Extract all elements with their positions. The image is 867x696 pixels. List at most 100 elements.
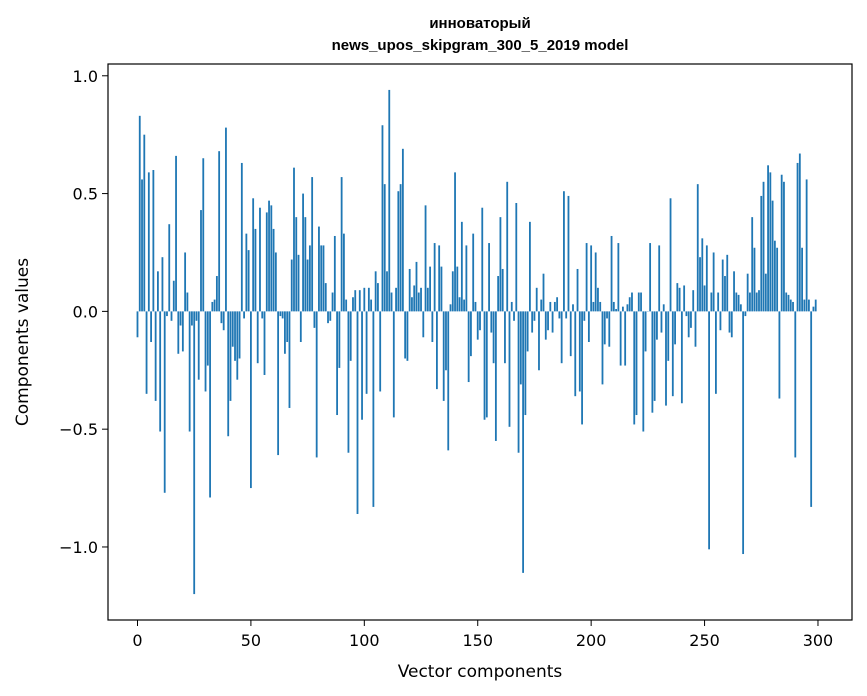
bar [179,311,182,326]
bar [758,290,760,312]
bar [354,290,357,312]
bar [172,280,175,312]
bar [678,287,681,312]
bar [333,235,336,312]
bar [585,243,588,312]
bar [268,200,270,312]
bar [191,311,193,326]
x-axis: 0 50 100 150 200 250 300 [132,620,833,650]
bar [608,311,611,347]
bar [308,245,311,312]
bar [644,311,647,352]
bar [399,184,402,312]
bar [739,304,742,312]
chart-title-line-1: инноваторый [429,15,530,32]
bar [261,311,264,319]
bar [256,311,259,364]
bar [408,268,411,312]
bar [372,311,375,507]
bar [792,301,794,312]
bar [352,297,354,312]
bar [159,311,162,432]
bar [401,148,404,312]
bar [771,200,774,312]
bar [671,311,674,397]
bar [703,285,706,312]
bar [145,311,148,394]
bar [801,247,803,312]
bar [424,205,427,312]
bar [699,257,701,312]
bar [404,311,407,359]
bar [490,311,493,333]
bar [737,294,740,312]
bar [247,250,250,312]
bar [764,273,767,312]
bar [787,294,790,312]
bar [563,191,565,312]
bar [265,212,268,312]
x-tick-label: 50 [241,631,261,650]
bar [715,311,717,394]
bar [436,311,438,390]
bar [587,311,590,342]
bar [259,207,261,312]
bar [322,245,325,312]
bar [379,311,382,392]
bar [220,311,223,324]
bar [726,254,729,312]
bar [517,311,520,453]
bar [363,287,366,312]
bar [701,238,704,312]
bar [751,217,754,312]
bar [483,311,486,420]
bar [690,311,692,328]
y-tick-label: 0.0 [73,302,98,321]
bar [465,245,468,312]
bar [597,287,599,312]
bar [504,311,506,364]
bar [320,245,323,312]
bar [522,311,524,573]
bar [640,292,642,312]
bar [612,301,615,312]
bar [225,127,227,312]
bar [624,311,627,366]
bar [485,311,488,418]
bar [184,252,187,312]
bar [343,233,345,312]
bar [789,299,792,312]
bar [411,297,413,312]
bar [166,311,168,317]
bar [377,283,379,312]
bar [254,228,257,312]
bar [263,311,266,375]
bar [542,273,545,312]
x-tick-label: 0 [132,631,142,650]
bar [749,292,751,312]
bar [329,311,332,321]
bar [633,311,636,425]
bar [576,268,579,312]
x-tick-label: 150 [462,631,493,650]
bar [442,311,445,401]
bar [274,252,277,312]
bar [338,311,341,368]
bar [290,259,293,312]
bar [730,311,733,338]
bar [284,311,286,354]
bar [315,311,318,458]
bar [367,287,370,312]
bar [538,311,540,371]
bar [272,228,275,312]
bar [318,226,320,312]
bar [531,311,534,333]
bar [796,162,799,312]
bar [515,203,518,312]
bar [524,311,527,416]
bar [422,311,425,338]
bar [252,198,255,312]
x-tick-label: 200 [576,631,607,650]
bar [195,311,198,321]
bar [653,311,656,401]
